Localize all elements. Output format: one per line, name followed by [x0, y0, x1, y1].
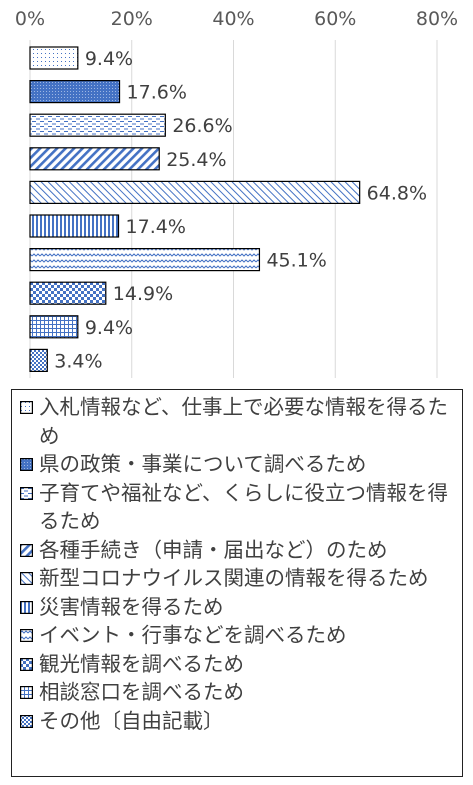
legend-item: 入札情報など、仕事上で必要な情報を得るため [20, 393, 454, 450]
data-label: 17.6% [127, 82, 187, 104]
data-label: 25.4% [166, 149, 226, 171]
legend-swatch [20, 401, 33, 414]
legend-item: 子育てや福祉など、くらしに役立つ情報を得るため [20, 479, 454, 536]
x-tick-label: 80% [416, 8, 458, 30]
x-tick-label: 0% [15, 8, 45, 30]
legend-swatch [20, 714, 33, 728]
legend-item: 相談窓口を調べるため [20, 678, 454, 707]
legend-label: 子育てや福祉など、くらしに役立つ情報を得るため [39, 480, 448, 534]
bar [29, 348, 48, 372]
legend-item: 県の政策・事業について調べるため [20, 450, 454, 479]
bar [29, 180, 361, 204]
bar [29, 147, 160, 171]
legend-label: 新型コロナウイルス関連の情報を得るため [39, 566, 429, 590]
data-label: 26.6% [172, 115, 232, 137]
bar [29, 248, 261, 272]
bar [29, 214, 120, 238]
legend-swatch [20, 572, 33, 585]
data-label: 64.8% [367, 182, 427, 204]
x-tick-label: 60% [314, 8, 356, 30]
legend-label: 各種手続き（申請・届出など）のため [39, 537, 388, 562]
legend-swatch [20, 686, 33, 699]
bar [29, 281, 107, 305]
legend-item: イベント・行事などを調べるため [20, 621, 454, 650]
legend-label: 入札情報など、仕事上で必要な情報を得るため [39, 395, 448, 448]
legend-swatch [20, 657, 33, 671]
data-label: 14.9% [113, 283, 173, 305]
legend-label: 災害情報を得るため [39, 594, 224, 619]
legend-item: 災害情報を得るため [20, 593, 454, 622]
x-tick-label: 40% [212, 8, 254, 30]
data-label: 9.4% [85, 48, 133, 70]
legend-label: 観光情報を調べるため [39, 651, 244, 676]
bar [29, 315, 79, 339]
x-tick-label: 20% [111, 8, 153, 30]
chart-legend: 入札情報など、仕事上で必要な情報を得るため県の政策・事業について調べるため子育て… [11, 389, 463, 777]
legend-label: 相談窓口を調べるため [39, 680, 244, 704]
legend-item: 新型コロナウイルス関連の情報を得るため [20, 564, 454, 593]
bar-chart: 0% 20% 40% 60% 80% 9.4% 17.6% 26.6% 25.4% 64.8% 1… [15, 8, 458, 378]
legend-label: イベント・行事などを調べるため [39, 623, 347, 647]
legend-swatch [20, 543, 33, 557]
legend-label: 県の政策・事業について調べるため [39, 452, 367, 476]
legend-item: 各種手続き（申請・届出など）のため [20, 536, 454, 565]
legend-swatch [20, 486, 33, 500]
bar [29, 46, 79, 70]
data-label: 3.4% [54, 350, 102, 372]
legend-swatch [20, 600, 33, 614]
data-label: 9.4% [85, 317, 133, 339]
legend-swatch [20, 629, 33, 642]
legend-label: その他〔自由記載〕 [39, 708, 224, 733]
legend-item: 観光情報を調べるため [20, 650, 454, 679]
legend-item: その他〔自由記載〕 [20, 707, 454, 736]
data-label: 17.4% [126, 216, 186, 238]
data-label: 45.1% [266, 250, 326, 272]
bar [29, 113, 166, 137]
bar [29, 79, 121, 104]
legend-swatch [20, 458, 33, 471]
